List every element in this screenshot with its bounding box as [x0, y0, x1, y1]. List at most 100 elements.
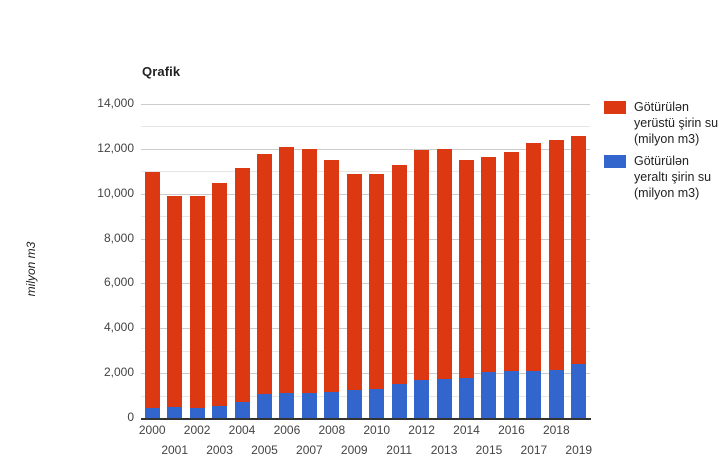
bar-group[interactable]: [414, 104, 430, 418]
gridline-major: [141, 148, 590, 150]
bar-segment-surfacewater[interactable]: [212, 182, 228, 406]
bar-segment-groundwater[interactable]: [526, 370, 542, 418]
bar-group[interactable]: [167, 104, 183, 418]
legend-swatch-icon: [604, 155, 626, 168]
legend-swatch-icon: [604, 101, 626, 114]
bar-segment-groundwater[interactable]: [144, 407, 160, 418]
y-tick-label: 2,000: [103, 365, 134, 380]
bar-segment-groundwater[interactable]: [571, 364, 587, 418]
bar-group[interactable]: [459, 104, 475, 418]
bar-segment-groundwater[interactable]: [324, 392, 340, 418]
bar-group[interactable]: [548, 104, 564, 418]
x-tick-label: 2018: [542, 423, 570, 437]
bar-group[interactable]: [481, 104, 497, 418]
gridline-major: [141, 328, 590, 330]
bar-segment-surfacewater[interactable]: [346, 173, 362, 390]
bar-group[interactable]: [571, 104, 587, 418]
x-tick-label: 2009: [340, 443, 368, 457]
bar-segment-surfacewater[interactable]: [167, 195, 183, 408]
bar-segment-groundwater[interactable]: [301, 393, 317, 418]
bar-segment-surfacewater[interactable]: [324, 160, 340, 393]
gridline-minor: [141, 261, 590, 262]
bar-group[interactable]: [301, 104, 317, 418]
bar-segment-groundwater[interactable]: [414, 380, 430, 418]
bar-segment-surfacewater[interactable]: [459, 160, 475, 378]
bar-group[interactable]: [391, 104, 407, 418]
gridline-minor: [141, 216, 590, 218]
bar-group[interactable]: [212, 104, 228, 418]
x-tick-label: 2017: [520, 443, 548, 457]
x-tick-label: 2008: [318, 423, 346, 437]
bar-segment-surfacewater[interactable]: [234, 167, 250, 403]
bar-group[interactable]: [324, 104, 340, 418]
legend-entry[interactable]: Götürülən yeraltı şirin su (milyon m3): [604, 153, 719, 201]
x-tick-label: 2019: [565, 443, 593, 457]
bar-segment-surfacewater[interactable]: [391, 164, 407, 385]
y-tick-label: 10,000: [97, 185, 134, 200]
bar-segment-groundwater[interactable]: [481, 372, 497, 418]
bar-segment-groundwater[interactable]: [346, 389, 362, 418]
x-tick-label: 2004: [228, 423, 256, 437]
y-tick-label: 12,000: [97, 140, 134, 155]
bar-group[interactable]: [234, 104, 250, 418]
bar-segment-surfacewater[interactable]: [571, 135, 587, 365]
bar-group[interactable]: [144, 104, 160, 418]
bar-group[interactable]: [346, 104, 362, 418]
bar-segment-surfacewater[interactable]: [189, 196, 205, 408]
x-tick-label: 2005: [251, 443, 278, 457]
gridline-major: [141, 104, 590, 105]
x-tick-label: 2010: [363, 423, 391, 437]
x-tick-label: 2015: [475, 443, 503, 457]
legend-entry[interactable]: Götürülən yerüstü şirin su (milyon m3): [604, 99, 719, 147]
x-tick-label: 2012: [408, 423, 435, 437]
y-tick-label: 8,000: [103, 230, 134, 245]
bar-segment-groundwater[interactable]: [503, 370, 519, 418]
bar-group[interactable]: [436, 104, 452, 418]
bar-segment-groundwater[interactable]: [212, 405, 228, 418]
bar-segment-groundwater[interactable]: [167, 407, 183, 418]
plot-area: [141, 104, 590, 418]
gridline-minor: [141, 305, 590, 307]
x-tick-label: 2000: [138, 423, 166, 437]
bar-group[interactable]: [503, 104, 519, 418]
y-tick-label: 6,000: [103, 275, 134, 290]
y-tick-label: 0: [127, 410, 134, 424]
bar-segment-groundwater[interactable]: [369, 389, 385, 418]
bar-segment-groundwater[interactable]: [459, 377, 475, 418]
gridline-major: [141, 238, 590, 240]
bar-group[interactable]: [369, 104, 385, 418]
bar-group[interactable]: [526, 104, 542, 418]
y-tick-label: 4,000: [103, 320, 134, 335]
bar-segment-surfacewater[interactable]: [414, 150, 430, 381]
bar-segment-groundwater[interactable]: [279, 392, 295, 418]
bar-segment-surfacewater[interactable]: [436, 149, 452, 379]
bar-segment-surfacewater[interactable]: [369, 173, 385, 390]
chart-legend: Götürülən yerüstü şirin su (milyon m3) Gö…: [604, 99, 719, 207]
gridline-minor: [141, 350, 590, 352]
bar-segment-surfacewater[interactable]: [503, 152, 519, 371]
bar-group[interactable]: [256, 104, 272, 418]
bar-segment-surfacewater[interactable]: [279, 146, 295, 393]
y-axis-tick-labels: 0 2,000 4,000 6,000 8,000 10,000 12,000 14,000: [72, 0, 213, 475]
bar-segment-surfacewater[interactable]: [526, 143, 542, 371]
x-tick-label: 2014: [453, 423, 480, 437]
gridline-major: [141, 193, 590, 195]
x-tick-label: 2003: [206, 443, 233, 457]
bar-segment-groundwater[interactable]: [256, 394, 272, 418]
bar-segment-surfacewater[interactable]: [481, 156, 497, 373]
bar-segment-surfacewater[interactable]: [301, 148, 317, 394]
bar-group[interactable]: [279, 104, 295, 418]
bar-segment-groundwater[interactable]: [189, 407, 205, 418]
x-axis-tick-labels: 2000 2001 2002 2003 2004 2005 2006 2007 2008 2009…: [139, 420, 601, 470]
y-tick-label: 14,000: [97, 96, 134, 110]
bar-segment-surfacewater[interactable]: [548, 139, 564, 371]
bar-segment-surfacewater[interactable]: [144, 171, 160, 408]
bar-group[interactable]: [189, 104, 205, 418]
bar-segment-groundwater[interactable]: [391, 384, 407, 418]
bar-segment-groundwater[interactable]: [234, 402, 250, 418]
bar-segment-groundwater[interactable]: [436, 378, 452, 418]
x-tick-label: 2016: [498, 423, 525, 437]
bar-segment-groundwater[interactable]: [548, 370, 564, 418]
bar-segment-surfacewater[interactable]: [256, 153, 272, 395]
